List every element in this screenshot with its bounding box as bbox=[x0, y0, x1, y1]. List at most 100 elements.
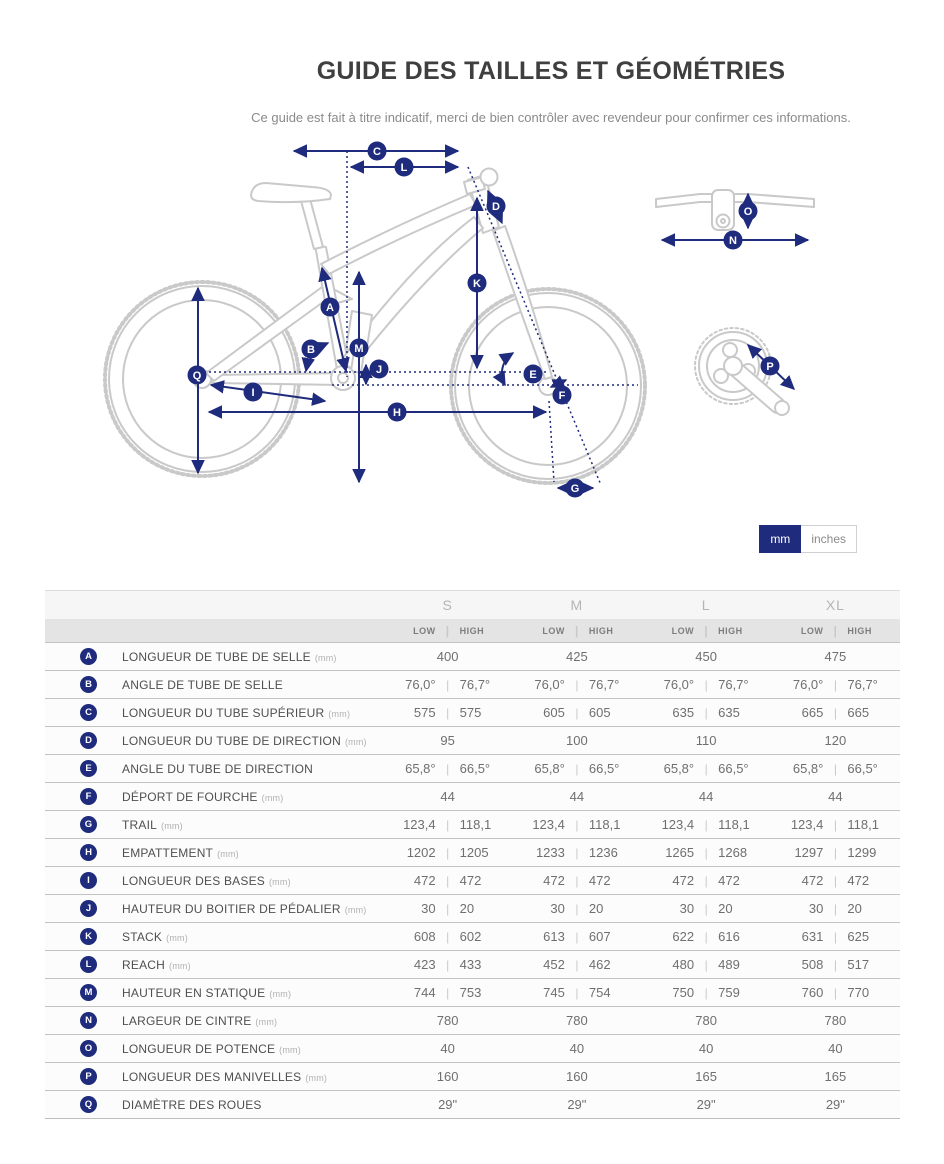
geometry-row-l: L REACH (mm) 423 | 433 452 | 462 480 | 489 508 | 517 bbox=[45, 950, 900, 978]
geo-value-cell: 508 | 517 bbox=[801, 957, 870, 972]
geo-value-cell: 472 | 472 bbox=[801, 873, 870, 888]
svg-text:Q: Q bbox=[193, 370, 202, 382]
geo-value-cell: 76,0° | 76,7° bbox=[663, 677, 749, 692]
geo-value-cell: 120 bbox=[824, 733, 847, 748]
geo-value-cell: 123,4 | 118,1 bbox=[403, 817, 492, 832]
geo-value-cell: 40 bbox=[569, 1041, 585, 1056]
row-unit: (mm) bbox=[166, 932, 188, 943]
diagram-badge-p: P bbox=[760, 356, 780, 376]
row-letter-badge: O bbox=[80, 1040, 97, 1057]
geo-value-cell: 635 | 635 bbox=[672, 705, 740, 720]
row-label: LONGUEUR DE POTENCE (mm) bbox=[122, 1041, 301, 1056]
row-letter-badge: L bbox=[80, 956, 97, 973]
geo-value-cell: 780 bbox=[436, 1013, 459, 1028]
geo-value-cell: 29" bbox=[567, 1097, 587, 1112]
bike-geometry-illustration: A B C D E F G H I J K L M N O P Q bbox=[103, 141, 815, 498]
geo-value-cell: 123,4 | 118,1 bbox=[532, 817, 621, 832]
geometry-diagram: A B C D E F G H I J K L M N O P Q bbox=[0, 131, 944, 521]
geometry-row-b: B ANGLE DE TUBE DE SELLE 76,0° | 76,7° 76,0° |… bbox=[45, 670, 900, 698]
geo-value-cell: 622 | 616 bbox=[672, 929, 740, 944]
svg-text:M: M bbox=[354, 343, 363, 355]
geo-value-cell: 123,4 | 118,1 bbox=[661, 817, 750, 832]
row-label: LONGUEUR DES MANIVELLES (mm) bbox=[122, 1069, 328, 1084]
geo-value-cell: 450 bbox=[695, 649, 717, 664]
geometry-row-j: J HAUTEUR DU BOITIER DE PÉDALIER (mm) 30 | 20… bbox=[45, 894, 900, 922]
row-label: ANGLE DU TUBE DE DIRECTION bbox=[122, 761, 314, 776]
geo-value-cell: 425 bbox=[566, 649, 588, 664]
row-label: DÉPORT DE FOURCHE (mm) bbox=[122, 789, 284, 804]
svg-text:N: N bbox=[729, 235, 737, 247]
geo-label-cell: E ANGLE DU TUBE DE DIRECTION bbox=[45, 760, 383, 777]
row-letter-badge: G bbox=[80, 816, 97, 833]
diagram-badge-n: N bbox=[723, 230, 743, 250]
geo-value-cell: 400 bbox=[436, 649, 459, 664]
unit-toggle-inches-button[interactable]: inches bbox=[801, 525, 857, 553]
svg-text:I: I bbox=[251, 387, 254, 399]
geo-value-cell: 30 | 20 bbox=[679, 901, 733, 916]
geo-value-cell: LOW | HIGH bbox=[413, 623, 485, 638]
row-unit: (mm) bbox=[305, 1072, 328, 1083]
row-letter-badge: E bbox=[80, 760, 97, 777]
geo-value-cell: 744 | 753 bbox=[413, 985, 482, 1000]
geo-value-cell: 110 bbox=[695, 733, 717, 748]
svg-text:E: E bbox=[529, 369, 536, 381]
geo-value-cell: 95 bbox=[440, 733, 455, 748]
page-title: GUIDE DES TAILLES ET GÉOMÉTRIES bbox=[316, 57, 786, 85]
diagram-badge-o: O bbox=[738, 201, 758, 221]
diagram-badge-k: K bbox=[467, 273, 487, 293]
geo-value-cell: 665 | 665 bbox=[801, 705, 870, 720]
geo-label-cell: C LONGUEUR DU TUBE SUPÉRIEUR (mm) bbox=[45, 704, 383, 721]
row-label: ANGLE DE TUBE DE SELLE bbox=[122, 677, 283, 692]
geo-value-cell: 575 | 575 bbox=[413, 705, 482, 720]
row-letter-badge: B bbox=[80, 676, 97, 693]
geo-value-cell: 44 bbox=[569, 789, 585, 804]
geo-value-cell: 780 bbox=[824, 1013, 847, 1028]
row-letter-badge: P bbox=[80, 1068, 97, 1085]
row-unit: (mm) bbox=[255, 1016, 278, 1027]
geo-label-cell: G TRAIL (mm) bbox=[45, 816, 383, 833]
diagram-badge-c: C bbox=[367, 141, 387, 161]
diagram-badge-j: J bbox=[369, 359, 389, 379]
geo-value-cell: 30 | 20 bbox=[421, 901, 475, 916]
geo-value-cell: 472 | 472 bbox=[672, 873, 740, 888]
diagram-badge-i: I bbox=[243, 382, 263, 402]
geo-value-cell: 65,8° | 66,5° bbox=[792, 761, 878, 776]
geometry-row-m: M HAUTEUR EN STATIQUE (mm) 744 | 753 745 | 754 75… bbox=[45, 978, 900, 1006]
row-letter-badge: I bbox=[80, 872, 97, 889]
row-letter-badge: C bbox=[80, 704, 97, 721]
svg-text:P: P bbox=[766, 361, 773, 373]
geo-value-cell: 613 | 607 bbox=[543, 929, 611, 944]
svg-text:F: F bbox=[559, 390, 566, 402]
geo-label-cell: H EMPATTEMENT (mm) bbox=[45, 844, 383, 861]
geo-label-cell: O LONGUEUR DE POTENCE (mm) bbox=[45, 1040, 383, 1057]
row-label: EMPATTEMENT (mm) bbox=[122, 845, 239, 860]
diagram-badge-q: Q bbox=[187, 365, 207, 385]
geometry-row-c: C LONGUEUR DU TUBE SUPÉRIEUR (mm) 575 | 575 60… bbox=[45, 698, 900, 726]
geo-value-cell: 65,8° | 66,5° bbox=[534, 761, 620, 776]
diagram-badge-a: A bbox=[320, 297, 340, 317]
row-label: REACH (mm) bbox=[122, 957, 191, 972]
row-label: LONGUEUR DE TUBE DE SELLE (mm) bbox=[122, 649, 337, 664]
geo-value-cell: 100 bbox=[566, 733, 588, 748]
geometry-row-o: O LONGUEUR DE POTENCE (mm) 40 40 40 40 bbox=[45, 1034, 900, 1062]
size-column-header: M bbox=[570, 597, 584, 613]
geo-value-cell: 480 | 489 bbox=[672, 957, 740, 972]
geo-label-cell: M HAUTEUR EN STATIQUE (mm) bbox=[45, 984, 383, 1001]
geo-value-cell: 472 | 472 bbox=[543, 873, 611, 888]
row-unit: (mm) bbox=[269, 988, 292, 999]
row-label: LONGUEUR DES BASES (mm) bbox=[122, 873, 291, 888]
svg-text:G: G bbox=[571, 483, 580, 495]
diagram-badge-g: G bbox=[565, 478, 585, 498]
table-sizes-header: S M L XL bbox=[45, 590, 900, 619]
geo-label-cell: D LONGUEUR DU TUBE DE DIRECTION (mm) bbox=[45, 732, 383, 749]
unit-toggle-mm-button[interactable]: mm bbox=[759, 525, 802, 553]
size-column-header: S bbox=[442, 597, 453, 613]
front-wheel bbox=[449, 287, 647, 485]
geo-value-cell: 76,0° | 76,7° bbox=[534, 677, 620, 692]
row-letter-badge: N bbox=[80, 1012, 97, 1029]
table-lowhigh-header: LOW | HIGH LOW | HIGH LOW | HIGH LOW | HIGH bbox=[45, 619, 900, 642]
geo-value-cell: 40 bbox=[698, 1041, 714, 1056]
geo-value-cell: 30 | 20 bbox=[550, 901, 604, 916]
geo-value-cell: 165 bbox=[695, 1069, 717, 1084]
geometry-row-i: I LONGUEUR DES BASES (mm) 472 | 472 472 | 472 472… bbox=[45, 866, 900, 894]
